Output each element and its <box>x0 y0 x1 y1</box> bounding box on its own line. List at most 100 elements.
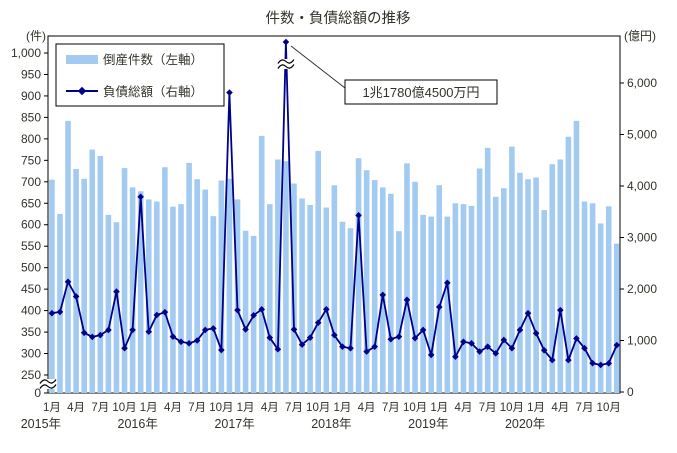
bar-2020-02 <box>541 210 547 393</box>
bar-2016-10 <box>218 180 225 393</box>
x-month-label: 10月 <box>403 402 427 414</box>
line-marker-2018-01 <box>339 343 346 350</box>
line-marker-2017-06 <box>282 38 290 46</box>
bar-2019-01 <box>436 185 443 393</box>
line-marker-2017-01 <box>242 326 249 333</box>
bar-2018-01 <box>339 221 346 393</box>
line-marker-2015-03 <box>64 278 72 286</box>
line-marker-2015-01 <box>48 309 56 317</box>
right-tick-label: 0 <box>627 385 634 399</box>
line-marker-2020-09 <box>597 361 604 369</box>
line-marker-2016-10 <box>218 346 225 354</box>
left-tick-label: 750 <box>21 153 41 167</box>
x-year-label: 2015年 <box>21 417 61 431</box>
x-month-label: 1月 <box>527 402 545 414</box>
x-month-label: 7月 <box>91 402 109 414</box>
line-marker-2018-03 <box>355 212 362 219</box>
left-axis-break-icon <box>39 384 57 389</box>
line-marker-2018-04 <box>363 348 370 355</box>
line-marker-2015-07 <box>97 331 104 339</box>
line-marker-2017-02 <box>250 311 257 319</box>
axis-break-symbols <box>39 59 295 389</box>
line-marker-2019-10 <box>508 344 516 352</box>
bar-2017-06 <box>283 161 289 393</box>
line-marker-2017-03 <box>258 306 266 313</box>
x-month-label: 7月 <box>285 402 303 414</box>
annotation-callout: 1兆1780億4500万円 <box>290 45 498 105</box>
bar-2020-01 <box>533 177 539 393</box>
line-marker-2017-09 <box>306 334 314 341</box>
line-marker-2016-05 <box>177 338 185 346</box>
legend: 倒産件数（左軸） 負債総額（右軸） <box>55 43 225 107</box>
bar-2018-09 <box>404 163 410 393</box>
right-tick-label: 4,000 <box>627 179 657 193</box>
x-month-label: 7月 <box>382 402 400 414</box>
line-marker-2020-06 <box>573 335 580 342</box>
line-marker-2016-01 <box>145 328 153 336</box>
left-tick-label: 900 <box>21 89 41 103</box>
line-marker-2017-07 <box>290 326 298 333</box>
line-marker-2017-08 <box>298 341 306 348</box>
x-month-label: 1月 <box>43 402 61 414</box>
right-axis-unit-label: (億円) <box>624 29 656 43</box>
line-marker-2017-12 <box>331 331 338 339</box>
line-marker-2018-06 <box>379 291 387 299</box>
axes: 0 250 300 350 400 450 500 550 600 650 700 750 800 850… <box>11 46 657 431</box>
bar-2020-09 <box>597 223 604 393</box>
x-month-label: 7月 <box>479 402 497 414</box>
left-tick-label: 400 <box>21 304 41 318</box>
page-title: 件数・負債総額の推移 <box>266 10 411 27</box>
left-tick-label: 250 <box>21 368 41 382</box>
bar-2015-06 <box>89 149 96 393</box>
line-marker-2018-10 <box>411 334 419 342</box>
bar-2019-10 <box>509 146 515 393</box>
line-marker-2016-09 <box>210 325 217 332</box>
line-marker-2016-02 <box>153 311 161 319</box>
x-month-label: 4月 <box>455 402 473 414</box>
x-month-label: 10月 <box>209 402 233 414</box>
bar-2016-09 <box>210 216 217 393</box>
bar-2015-04 <box>73 168 79 393</box>
annotation-text: 1兆1780億4500万円 <box>362 85 479 100</box>
bar-2015-11 <box>129 187 136 393</box>
x-month-label: 10月 <box>306 402 330 414</box>
bar-2015-01 <box>49 179 55 393</box>
line-marker-2020-03 <box>548 356 556 364</box>
line-marker-2016-08 <box>201 326 209 334</box>
bar-2017-03 <box>258 135 265 394</box>
bar-2018-07 <box>388 193 394 393</box>
line-marker-2016-03 <box>161 308 169 316</box>
annotation-leader-line <box>290 45 346 89</box>
line-marker-2015-08 <box>105 326 112 334</box>
bar-2015-09 <box>113 222 120 393</box>
x-year-label: 2017年 <box>214 417 254 431</box>
line-marker-2016-06 <box>185 340 193 347</box>
line-marker-2018-09 <box>403 296 411 304</box>
line-marker-2020-11 <box>613 341 621 349</box>
left-tick-label: 300 <box>21 347 41 361</box>
bar-2020-07 <box>581 201 588 393</box>
left-axis-unit-label: (件) <box>26 29 46 43</box>
bar-2019-09 <box>501 188 507 393</box>
legend-bar-label: 倒産件数（左軸） <box>103 52 203 67</box>
bar-2020-05 <box>565 136 572 393</box>
line-marker-2015-10 <box>121 344 128 352</box>
bar-2016-03 <box>162 167 168 393</box>
left-tick-label: 800 <box>21 132 41 146</box>
bar-2020-08 <box>589 203 596 393</box>
x-month-label: 4月 <box>67 402 85 414</box>
bar-2015-10 <box>121 168 128 393</box>
line-marker-2015-02 <box>56 308 64 316</box>
bar-2016-11 <box>226 178 233 393</box>
bar-2019-08 <box>492 196 499 393</box>
line-marker-2019-09 <box>500 336 508 344</box>
bar-2019-12 <box>525 179 531 393</box>
bar-2019-06 <box>476 168 483 393</box>
bar-2018-04 <box>363 170 370 393</box>
line-spike-break-icon-mask <box>277 59 294 69</box>
bar-2016-05 <box>178 204 184 393</box>
line-marker-2020-08 <box>589 359 596 367</box>
left-tick-label: 850 <box>21 110 41 124</box>
bars-series <box>49 120 620 394</box>
